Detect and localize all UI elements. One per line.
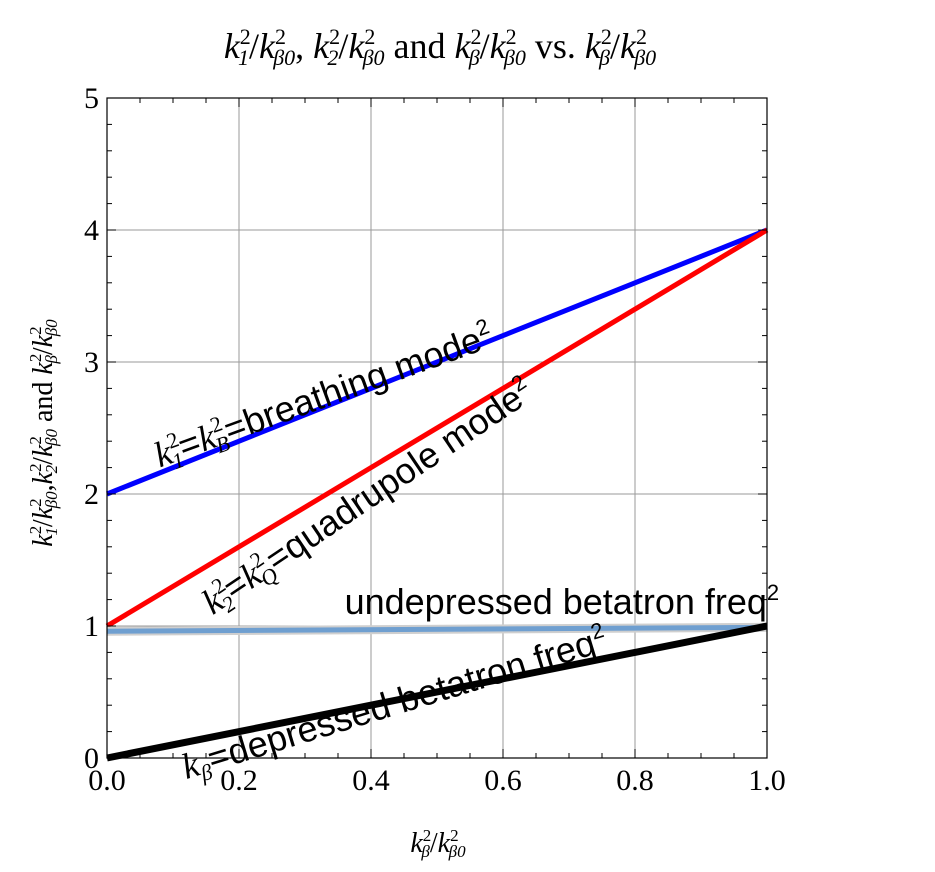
superscript: 2 — [275, 24, 286, 49]
text-run: vs. — [526, 26, 585, 66]
text-run: undepressed betatron freq — [345, 581, 767, 622]
y-axis-label: k21/k2β0,k22/k2β0 and k2β/k2β0 — [26, 319, 61, 547]
y-tick-label: 1 — [84, 610, 99, 643]
math-symbol: k — [28, 506, 59, 519]
math-symbol: k — [28, 334, 59, 347]
chart-title: k2 1/k2 β0, k2 2/k2 β0 and k2 β/k2 β0 vs. k2 β/… — [224, 24, 656, 70]
subscript: 1 — [42, 527, 61, 536]
superscript: 2 — [364, 24, 375, 49]
math-symbol: k — [455, 26, 472, 66]
text-run: and — [385, 26, 455, 66]
y-tick-label: 5 — [84, 82, 99, 115]
annotations: k21=k2B=breathing mode2k22=k2Q=quadrupol… — [149, 314, 780, 791]
text-run: / — [480, 26, 490, 66]
text-run: , — [295, 26, 313, 66]
superscript: 2 — [26, 463, 45, 472]
tick-labels: 0.0 0.2 0.4 0.6 0.8 1.0 0 1 2 3 4 5 — [84, 82, 786, 797]
subscript: β — [468, 45, 480, 70]
subscript: 2 — [327, 45, 338, 70]
math-symbol: k — [410, 828, 423, 859]
math-symbol: k — [585, 26, 602, 66]
y-tick-label: 3 — [84, 346, 99, 379]
subscript: 1 — [238, 45, 249, 70]
x-tick-label: 0.8 — [616, 764, 654, 797]
math-symbol: k — [438, 828, 451, 859]
subscript: β0 — [42, 429, 61, 447]
math-symbol: k — [28, 362, 59, 375]
x-tick-label: 0.6 — [484, 764, 522, 797]
superscript: 2 — [26, 354, 45, 363]
math-symbol: k — [28, 534, 59, 547]
math-symbol: k — [259, 26, 276, 66]
subscript: β0 — [448, 842, 466, 861]
superscript: 2 — [26, 526, 45, 535]
text-run: =depressed betatron freq — [202, 622, 600, 779]
math-symbol: k — [490, 26, 507, 66]
superscript: 2 — [767, 580, 779, 605]
text-run: and — [28, 375, 59, 429]
math-symbol: k — [313, 26, 330, 66]
series-lines — [105, 227, 769, 762]
text-run: / — [610, 26, 620, 66]
subscript: β0 — [633, 45, 656, 70]
series-line-depressed — [106, 622, 768, 762]
subscript: β0 — [42, 491, 61, 509]
grid — [107, 98, 767, 758]
math-symbol: k — [348, 26, 365, 66]
y-tick-label: 0 — [84, 742, 99, 775]
text-run: , — [28, 484, 59, 491]
superscript: 2 — [601, 24, 612, 49]
subscript: β — [42, 355, 61, 365]
subscript: β — [598, 45, 610, 70]
x-tick-label: 0.0 — [88, 764, 126, 797]
x-axis-label: k2 β/k2 β0 — [410, 826, 466, 861]
math-symbol: k — [28, 444, 59, 457]
text-run: / — [28, 519, 59, 527]
math-symbol: k — [620, 26, 637, 66]
text-run: / — [28, 457, 59, 465]
math-symbol: k — [28, 471, 59, 484]
superscript: 2 — [26, 498, 45, 507]
superscript: 2 — [240, 24, 251, 49]
superscript: 2 — [471, 24, 482, 49]
x-tick-label: 1.0 — [748, 764, 786, 797]
subscript: 2 — [42, 464, 61, 473]
superscript: 2 — [636, 24, 647, 49]
subscript: β — [420, 842, 430, 861]
superscript: 2 — [506, 24, 517, 49]
ticks — [106, 97, 768, 759]
superscript: 2 — [423, 826, 432, 845]
subscript: β0 — [503, 45, 526, 70]
annotation-depressed: kβ=depressed betatron freq2 — [176, 618, 612, 791]
x-tick-label: 0.4 — [352, 764, 390, 797]
x-tick-label: 0.2 — [220, 764, 258, 797]
series-line-breathing — [106, 227, 768, 497]
superscript: 2 — [450, 826, 459, 845]
text-run: / — [338, 26, 348, 66]
y-tick-label: 2 — [84, 478, 99, 511]
math-symbol: k — [224, 26, 241, 66]
text-run: / — [28, 347, 59, 355]
subscript: β0 — [42, 319, 61, 337]
text-run: / — [249, 26, 259, 66]
text-run: / — [430, 828, 438, 859]
series-line-quadrupole — [105, 227, 769, 629]
annotation-undepressed: undepressed betatron freq2 — [345, 580, 780, 622]
superscript: 2 — [329, 24, 340, 49]
superscript: 2 — [26, 436, 45, 445]
superscript: 2 — [26, 326, 45, 335]
subscript: β0 — [362, 45, 385, 70]
series-line-undepressed — [106, 624, 768, 634]
subscript: β0 — [272, 45, 295, 70]
y-tick-label: 4 — [84, 214, 99, 247]
